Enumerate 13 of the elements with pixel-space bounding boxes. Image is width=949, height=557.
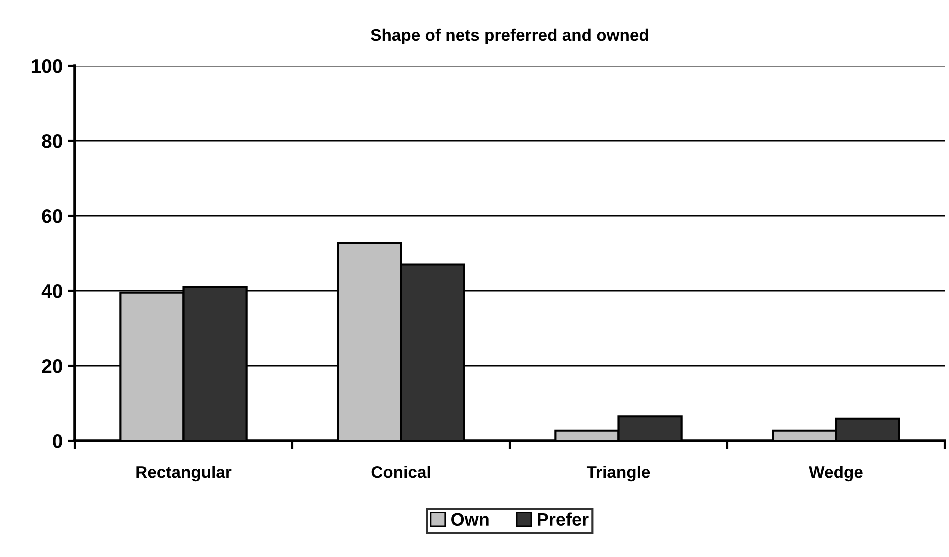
legend-label: Prefer [538, 512, 589, 526]
chart-title: Shape of nets preferred and owned [371, 28, 648, 44]
y-tick-label: 40 [42, 284, 62, 298]
legend-label: Own [452, 513, 489, 526]
y-tick-label: 0 [53, 434, 62, 448]
y-tick-label: 80 [42, 134, 62, 148]
x-tick-label: Rectangular [136, 466, 232, 482]
y-tick-label: 20 [42, 359, 62, 374]
x-tick-label: Conical [372, 466, 430, 478]
x-tick-label: Triangle [586, 466, 650, 482]
y-tick-label: 60 [42, 209, 62, 224]
x-tick-label: Wedge [809, 466, 863, 482]
y-tick-label: 100 [32, 59, 62, 74]
